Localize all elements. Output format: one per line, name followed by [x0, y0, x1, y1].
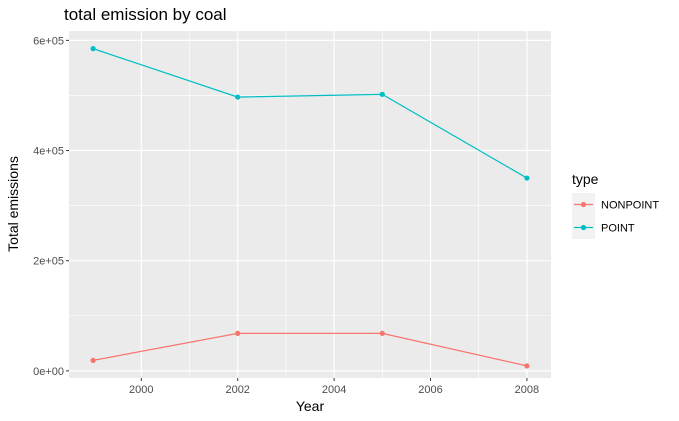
- x-tick-label: 2000: [129, 384, 153, 396]
- x-tick-label: 2008: [515, 384, 539, 396]
- x-tick-label: 2006: [418, 384, 442, 396]
- nonpoint-point: [235, 330, 241, 336]
- y-tick-label: 2e+05: [33, 256, 64, 268]
- point-point: [379, 91, 385, 97]
- x-axis: 2000 2002 2004 2006 2008: [129, 378, 539, 396]
- x-tick-label: 2002: [225, 384, 249, 396]
- legend-title: type: [572, 171, 599, 187]
- point-line: [92, 48, 528, 179]
- chart-title: total emission by coal: [64, 5, 227, 24]
- y-tick-label: 0e+00: [33, 366, 64, 378]
- y-axis-title: Total emissions: [5, 156, 21, 252]
- point-legend-label: POINT: [601, 223, 635, 235]
- point-point: [524, 175, 530, 181]
- major-grid: [69, 31, 551, 378]
- x-tick-label: 2004: [322, 384, 346, 396]
- legend-items: NONPOINT POINT: [572, 193, 659, 239]
- nonpoint-point: [524, 363, 530, 369]
- plot-panel: [69, 31, 551, 378]
- nonpoint-line: [92, 332, 528, 367]
- y-axis: 0e+00 2e+05 4e+05 6e+05: [33, 35, 69, 378]
- x-axis-title: Year: [296, 398, 325, 414]
- point-point: [235, 94, 241, 100]
- point-legend-point: [580, 224, 587, 231]
- y-tick-label: 4e+05: [33, 146, 64, 158]
- nonpoint-point: [379, 330, 385, 336]
- y-tick-label: 6e+05: [33, 35, 64, 47]
- legend: type NONPOINT POINT: [572, 171, 659, 239]
- point-point: [90, 46, 96, 52]
- series-layer: [90, 46, 530, 369]
- nonpoint-point: [90, 357, 96, 363]
- nonpoint-legend-point: [580, 201, 587, 208]
- nonpoint-legend-label: NONPOINT: [601, 200, 659, 212]
